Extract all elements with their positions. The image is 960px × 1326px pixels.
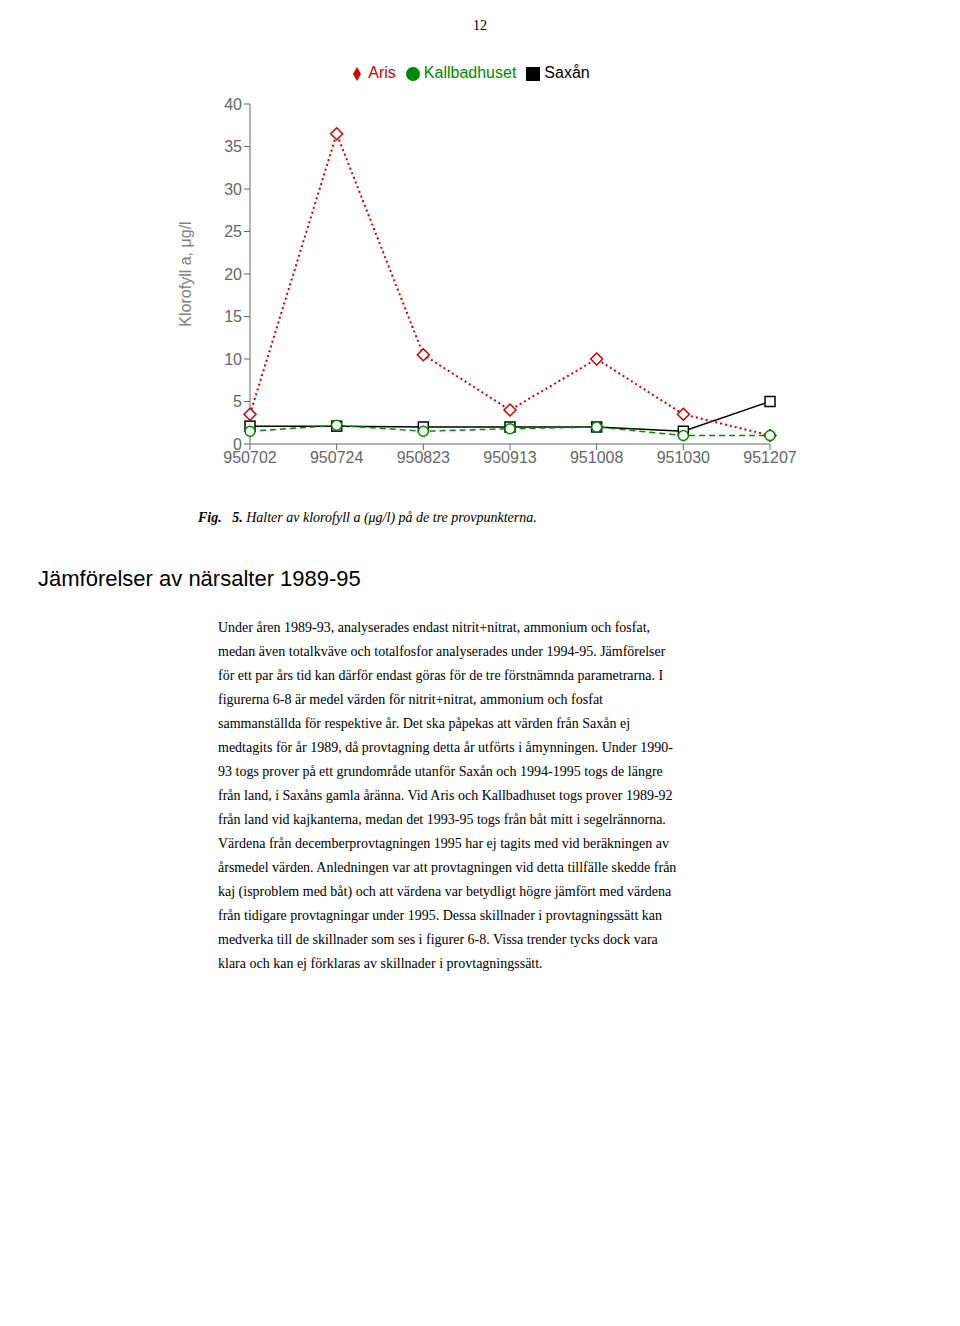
html-text:12: 12 bbox=[473, 18, 487, 33]
svg-text:950724: 950724 bbox=[310, 449, 363, 466]
svg-text:40: 40 bbox=[224, 96, 242, 113]
html-text:från tidigare provtagningar un: från tidigare provtagningar under 1995. … bbox=[218, 908, 662, 923]
html-text:medan även totalkväve och tota: medan även totalkväve och totalfosfor an… bbox=[218, 644, 666, 659]
svg-text:20: 20 bbox=[224, 266, 242, 283]
html-text:medverka till de skillnader so: medverka till de skillnader som ses i fi… bbox=[218, 932, 658, 947]
html-text:Jämförelser av närsalter 1989-: Jämförelser av närsalter 1989-95 bbox=[38, 566, 361, 591]
svg-text:950702: 950702 bbox=[223, 449, 276, 466]
html-text:kaj (isproblem med båt) och at: kaj (isproblem med båt) och att värdena … bbox=[218, 884, 672, 899]
svg-text:5: 5 bbox=[233, 393, 242, 410]
html-text:Under åren 1989-93, analyserad: Under åren 1989-93, analyserades endast … bbox=[218, 620, 650, 635]
svg-text:Klorofyll a, μg/l: Klorofyll a, μg/l bbox=[177, 221, 194, 326]
html-text:från land vid kajkanterna, med: från land vid kajkanterna, medan det 199… bbox=[218, 812, 666, 827]
html-text:från land, i Saxåns gamla årän: från land, i Saxåns gamla åränna. Vid Ar… bbox=[218, 788, 673, 803]
svg-text:951207: 951207 bbox=[743, 449, 796, 466]
svg-text:35: 35 bbox=[224, 138, 242, 155]
html-text:Aris: Aris bbox=[368, 64, 396, 81]
html-text:93 togs prover på ett grundomr: 93 togs prover på ett grundområde utanfö… bbox=[218, 764, 663, 779]
svg-text:10: 10 bbox=[224, 351, 242, 368]
html-text:klara och kan ej förklaras av: klara och kan ej förklaras av skillnader… bbox=[218, 956, 543, 971]
html-text:sammanställda för respektive å: sammanställda för respektive år. Det ska… bbox=[218, 716, 631, 731]
html-text:Saxån: Saxån bbox=[544, 64, 590, 81]
html-text:Värdena från decemberprovtagni: Värdena från decemberprovtagningen 1995 … bbox=[218, 836, 669, 851]
html-text:för ett par års tid kan därför: för ett par års tid kan därför endast gö… bbox=[218, 668, 664, 683]
html-text:medtagits för år 1989, då prov: medtagits för år 1989, då provtagning de… bbox=[218, 740, 673, 755]
html-text:Kallbadhuset: Kallbadhuset bbox=[423, 64, 517, 81]
svg-text:950913: 950913 bbox=[483, 449, 536, 466]
svg-text:25: 25 bbox=[224, 223, 242, 240]
html-text:årsmedel värden. Anledningen v: årsmedel värden. Anledningen var att pro… bbox=[218, 860, 677, 875]
svg-text:30: 30 bbox=[224, 181, 242, 198]
html-text:Fig. 5. Halter av klorofyll a: Fig. 5. Halter av klorofyll a (μg/l) på … bbox=[198, 510, 537, 525]
svg-text:15: 15 bbox=[224, 308, 242, 325]
html-text:figurerna 6-8 är medel värden: figurerna 6-8 är medel värden för nitrit… bbox=[218, 692, 603, 707]
svg-text:0: 0 bbox=[233, 436, 242, 453]
svg-text:951030: 951030 bbox=[657, 449, 710, 466]
svg-text:950823: 950823 bbox=[397, 449, 450, 466]
svg-text:951008: 951008 bbox=[570, 449, 623, 466]
